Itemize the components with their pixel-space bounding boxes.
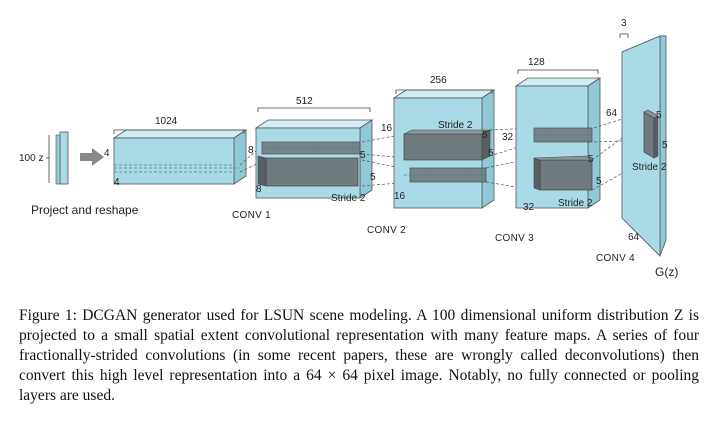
project-reshape-label: Project and reshape	[31, 203, 139, 217]
project-arrow-icon	[80, 148, 104, 166]
conv3-stride-label: Stride 2	[558, 198, 593, 209]
conv2-block	[392, 89, 496, 209]
stage0-brace	[113, 129, 245, 134]
conv2-width-label: 256	[430, 75, 447, 86]
conv1-block	[254, 119, 374, 199]
conv4-k1-label: 5	[656, 110, 662, 121]
figure-caption: Figure 1: DCGAN generator used for LSUN …	[19, 306, 699, 406]
conv1-stride-label: Stride 2	[331, 193, 366, 204]
conv3-width-label: 128	[528, 57, 545, 68]
conv2-w-label: 16	[394, 191, 406, 202]
conv2-brace	[395, 89, 493, 94]
output-label: G(z)	[655, 265, 678, 279]
stage0-h-label: 4	[104, 148, 110, 159]
conv4-h-label: 64	[606, 108, 618, 119]
input-vector	[46, 131, 69, 185]
conv1-width-label: 512	[296, 96, 313, 107]
dcgan-diagram: 100 z Project and reshape 1024 4 4 512 8…	[19, 18, 678, 279]
conv4-w-label: 64	[628, 232, 640, 243]
conv2-h-label: 16	[381, 123, 393, 134]
stage0-width-label: 1024	[155, 116, 178, 127]
conv4-k2-label: 5	[662, 140, 668, 151]
conv2-name: CONV 2	[367, 225, 406, 236]
conv2-k2-label: 5	[488, 148, 494, 159]
conv3-k2-label: 5	[596, 176, 602, 187]
conv3-brace	[517, 69, 599, 74]
conv3-k1-label: 5	[588, 154, 594, 165]
conv3-h-label: 32	[502, 132, 514, 143]
conv1-w-label: 8	[256, 184, 262, 195]
conv1-brace	[257, 107, 371, 112]
conv1-h-label: 8	[248, 145, 254, 156]
conv2-k1-label: 5	[482, 130, 488, 141]
conv2-stride-label: Stride 2	[438, 120, 473, 131]
conv4-block	[621, 35, 667, 257]
stage0-w-label: 4	[114, 177, 120, 188]
stage0-block	[112, 129, 248, 185]
conv1-name: CONV 1	[232, 210, 271, 221]
conv3-name: CONV 3	[495, 233, 534, 244]
conv4-name: CONV 4	[596, 253, 635, 264]
conv4-stride-label: Stride 2	[632, 162, 667, 173]
conv1-k2-label: 5	[370, 172, 376, 183]
conv3-w-label: 32	[523, 202, 535, 213]
conv1-k1-label: 5	[360, 150, 366, 161]
input-label: 100 z	[19, 153, 43, 164]
conv4-width-label: 3	[621, 18, 627, 29]
conv3-block	[514, 77, 602, 209]
conv4-brace	[619, 33, 629, 38]
caption-text: Figure 1: DCGAN generator used for LSUN …	[19, 307, 699, 404]
